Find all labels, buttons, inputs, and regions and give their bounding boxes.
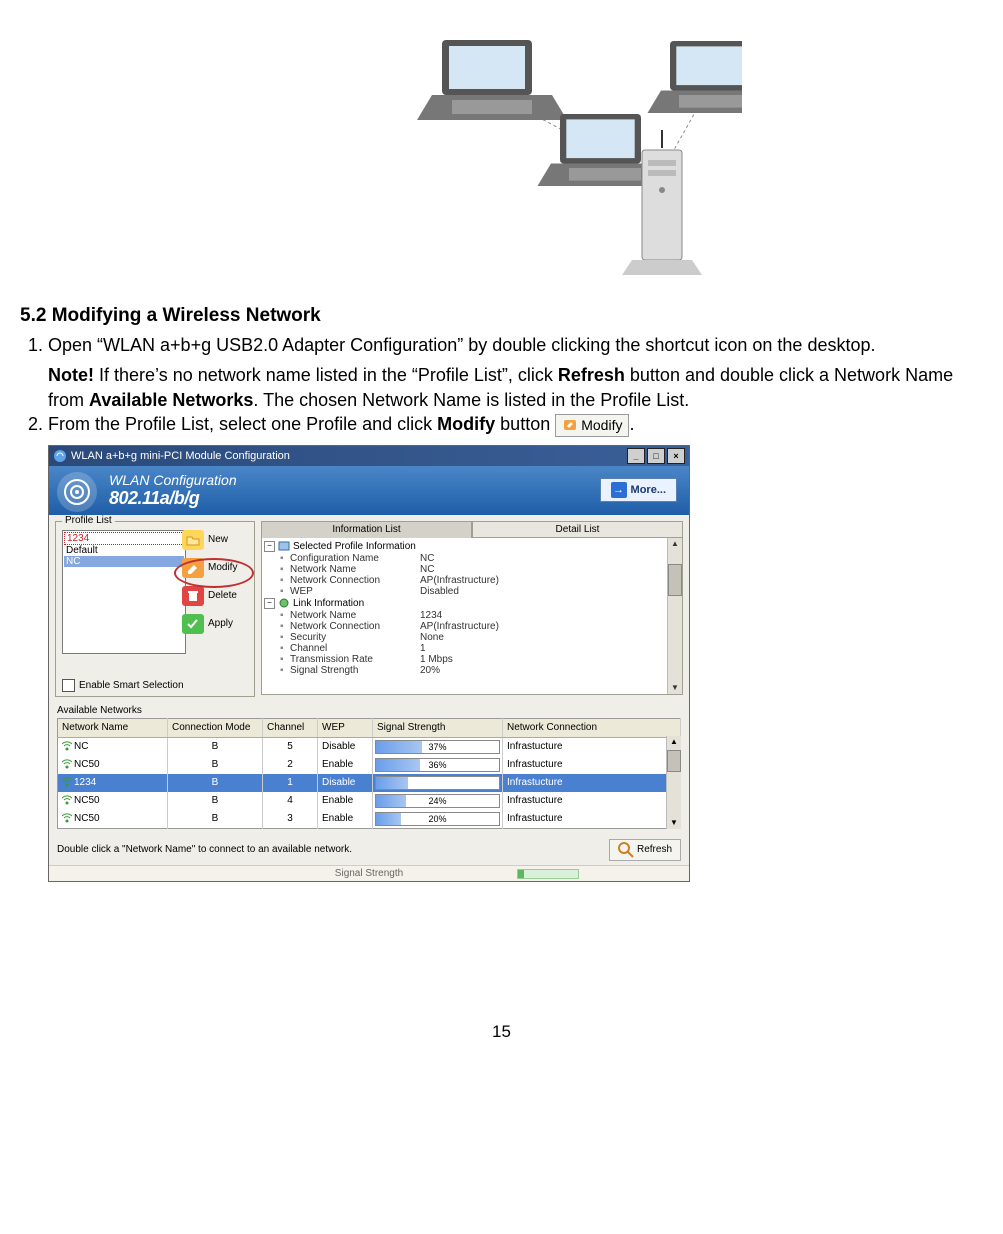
apply-button[interactable]: Apply (182, 614, 248, 634)
table-header[interactable]: Signal Strength (373, 718, 503, 737)
network-diagram (20, 20, 983, 285)
profile-item[interactable]: NC (64, 556, 184, 567)
signal-strength-bar (517, 869, 579, 879)
table-row[interactable]: NCB5Disable37%Infrastucture (58, 737, 681, 756)
info-scrollbar[interactable]: ▲ ▼ (667, 538, 682, 694)
smart-selection-checkbox[interactable] (62, 679, 75, 692)
magnifier-icon (618, 842, 634, 858)
profile-item[interactable]: Default (64, 545, 184, 556)
hint-text: Double click a "Network Name" to connect… (57, 844, 609, 855)
delete-button[interactable]: Delete (182, 586, 248, 606)
modify-button[interactable]: Modify (182, 558, 248, 578)
status-bar: Signal Strength (49, 865, 689, 881)
trash-icon (182, 586, 204, 606)
banner-title: WLAN Configuration (109, 472, 237, 488)
maximize-button[interactable]: □ (647, 448, 665, 464)
tab-detail-list[interactable]: Detail List (472, 521, 683, 538)
wlan-logo-icon (55, 470, 99, 514)
more-button[interactable]: More... (600, 478, 677, 502)
table-row[interactable]: 1234B1Disable26%Infrastucture (58, 774, 681, 792)
refresh-button[interactable]: Refresh (609, 839, 681, 861)
table-header[interactable]: Connection Mode (168, 718, 263, 737)
table-header[interactable]: Network Connection (503, 718, 681, 737)
inline-modify-button: Modify (555, 414, 629, 437)
table-header[interactable]: Channel (263, 718, 318, 737)
page-number: 15 (20, 1022, 983, 1042)
folder-icon (182, 530, 204, 550)
table-header[interactable]: WEP (318, 718, 373, 737)
profile-icon (278, 541, 290, 551)
tab-information-list[interactable]: Information List (261, 521, 472, 538)
info-row: ▪Channel1 (264, 643, 668, 654)
close-button[interactable]: × (667, 448, 685, 464)
info-row: ▪Network ConnectionAP(Infrastructure) (264, 621, 668, 632)
table-row[interactable]: NC50B4Enable24%Infrastucture (58, 792, 681, 810)
app-icon (53, 449, 67, 463)
new-button[interactable]: New (182, 530, 248, 550)
info-row: ▪Configuration NameNC (264, 553, 668, 564)
table-scrollbar[interactable]: ▲ ▼ (666, 736, 681, 829)
info-row: ▪Network Name1234 (264, 610, 668, 621)
link-icon (278, 598, 290, 608)
profile-list[interactable]: 1234 Default NC (62, 530, 186, 654)
smart-selection-label: Enable Smart Selection (79, 680, 184, 691)
info-row: ▪Signal Strength20% (264, 665, 668, 676)
info-row: ▪Network ConnectionAP(Infrastructure) (264, 575, 668, 586)
info-tree: ▲ ▼ − Selected Profile Information ▪Conf… (261, 538, 683, 695)
info-row: ▪Transmission Rate1 Mbps (264, 654, 668, 665)
section-heading: 5.2 Modifying a Wireless Network (20, 305, 983, 327)
banner: WLAN Configuration 802.11a/b/g More... (49, 466, 689, 515)
table-header[interactable]: Network Name (58, 718, 168, 737)
titlebar: WLAN a+b+g mini-PCI Module Configuration… (49, 446, 689, 466)
profile-list-legend: Profile List (62, 515, 115, 526)
check-icon (182, 614, 204, 634)
modify-icon (182, 558, 204, 578)
profile-item[interactable]: 1234 (64, 532, 184, 545)
available-networks-table: Network NameConnection ModeChannelWEPSig… (57, 718, 681, 829)
available-networks-label: Available Networks (57, 705, 681, 716)
table-row[interactable]: NC50B3Enable20%Infrastucture (58, 810, 681, 829)
note-block: Note! If there’s no network name listed … (48, 363, 983, 412)
minimize-button[interactable]: _ (627, 448, 645, 464)
step-2: From the Profile List, select one Profil… (48, 412, 983, 437)
info-row: ▪WEPDisabled (264, 586, 668, 597)
config-window: WLAN a+b+g mini-PCI Module Configuration… (48, 445, 690, 882)
table-row[interactable]: NC50B2Enable36%Infrastucture (58, 756, 681, 774)
info-row: ▪SecurityNone (264, 632, 668, 643)
arrow-right-icon (611, 482, 627, 498)
step-1: Open “WLAN a+b+g USB2.0 Adapter Configur… (48, 333, 983, 357)
banner-subtitle: 802.11a/b/g (109, 488, 237, 509)
info-row: ▪Network NameNC (264, 564, 668, 575)
window-title: WLAN a+b+g mini-PCI Module Configuration (71, 450, 290, 462)
